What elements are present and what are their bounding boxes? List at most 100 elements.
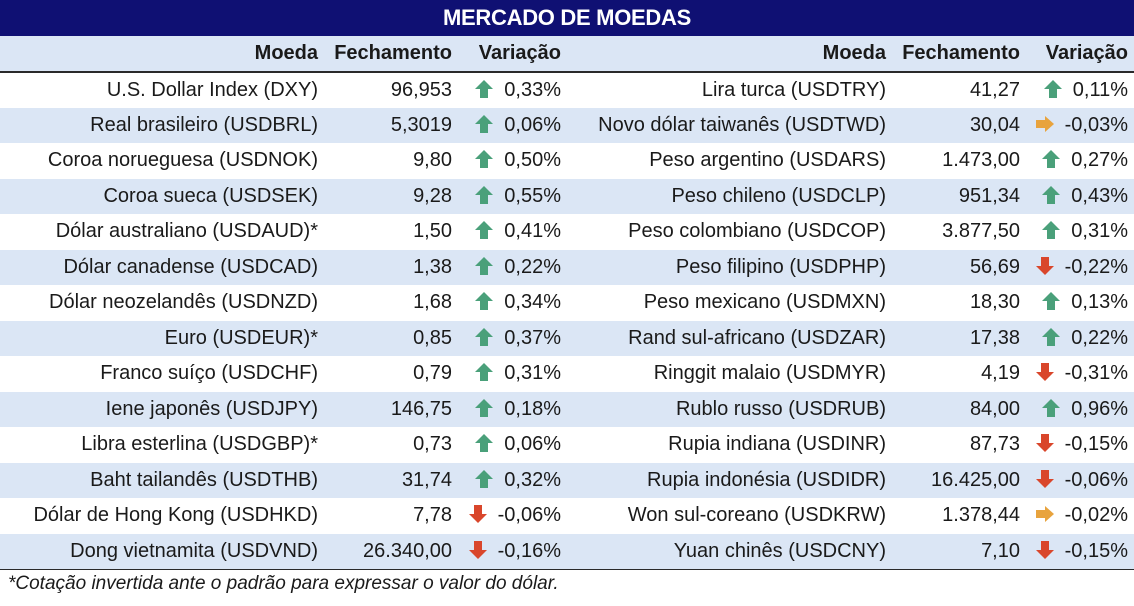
currency-name: Peso filipino (USDPHP) (675, 255, 886, 278)
closing-value: 30,04 (969, 113, 1020, 136)
variation-cell: 0,13% (1032, 285, 1134, 321)
arrow-up-icon (1041, 291, 1061, 311)
footnote: *Cotação invertida ante o padrão para ex… (8, 573, 559, 594)
currency-name: Ringgit malaio (USDMYR) (653, 362, 886, 385)
arrow-up-icon (474, 256, 494, 276)
variation-value: 0,32% (504, 468, 561, 491)
arrow-up-icon (474, 327, 494, 347)
variation-value: 0,41% (504, 220, 561, 243)
variation-value: 0,34% (504, 291, 561, 314)
header-moeda-left: Moeda (0, 36, 330, 73)
closing-value: 1,38 (413, 255, 452, 278)
arrow-down-icon (1035, 540, 1055, 560)
variation-value: 0,33% (504, 78, 561, 101)
arrow-up-icon (474, 185, 494, 205)
arrow-up-icon (474, 398, 494, 418)
closing-value: 9,80 (413, 149, 452, 172)
table-row: Euro (USDEUR)* 0,85 0,37% Rand sul-africano… (0, 320, 1134, 357)
variation-cell: 0,31% (464, 356, 567, 392)
currency-name: Dólar australiano (USDAUD)* (55, 220, 318, 243)
variation-cell: 0,11% (1032, 72, 1134, 108)
currency-name: Coroa sueca (USDSEK) (103, 184, 318, 207)
currency-name: Peso chileno (USDCLP) (671, 184, 886, 207)
closing-value: 0,85 (413, 326, 452, 349)
arrow-up-icon (474, 469, 494, 489)
currency-name: Dólar canadense (USDCAD) (63, 255, 318, 278)
variation-value: 0,06% (504, 113, 561, 136)
arrow-up-icon (1041, 185, 1061, 205)
arrow-up-icon (474, 114, 494, 134)
arrow-down-icon (1035, 256, 1055, 276)
currency-name: Peso colombiano (USDCOP) (628, 220, 886, 243)
variation-value: -0,02% (1064, 504, 1128, 527)
arrow-up-icon (474, 79, 494, 99)
currency-name: Peso argentino (USDARS) (649, 149, 886, 172)
variation-cell: -0,22% (1032, 250, 1134, 286)
arrow-right-icon (1035, 114, 1055, 134)
currency-name: Yuan chinês (USDCNY) (567, 533, 898, 570)
variation-cell: 0,96% (1032, 392, 1134, 428)
header-moeda-right: Moeda (567, 36, 898, 73)
currency-name: Dong vietnamita (USDVND) (0, 533, 330, 570)
variation-value: -0,15% (1064, 433, 1128, 456)
currency-name: Rand sul-africano (USDZAR) (628, 326, 886, 349)
arrow-up-icon (474, 433, 494, 453)
arrow-up-icon (1041, 327, 1061, 347)
closing-value: 1,68 (413, 291, 452, 314)
currency-name: Baht tailandês (USDTHB) (90, 468, 318, 491)
arrow-up-icon (474, 220, 494, 240)
arrow-up-icon (1041, 149, 1061, 169)
closing-value: 0,73 (413, 433, 452, 456)
variation-cell: 0,06% (464, 108, 567, 144)
header-variacao-left: Variação (464, 36, 567, 73)
currency-name: Novo dólar taiwanês (USDTWD) (598, 113, 886, 136)
variation-cell: -0,06% (1032, 463, 1134, 499)
currency-name: Lira turca (USDTRY) (701, 78, 886, 101)
currency-table: Moeda Fechamento Variação Moeda Fechamen… (0, 36, 1134, 570)
variation-value: 0,06% (504, 433, 561, 456)
table-row: Dólar australiano (USDAUD)* 1,50 0,41% Peso… (0, 214, 1134, 250)
closing-value: 1,50 (413, 220, 452, 243)
arrow-up-icon (474, 149, 494, 169)
table-row: Dólar neozelandês (USDNZD) 1,68 0,34% Peso … (0, 285, 1134, 321)
arrow-right-icon (1035, 504, 1055, 524)
header-variacao-right: Variação (1032, 36, 1134, 73)
closing-value: 96,953 (390, 78, 452, 101)
closing-value: 951,34 (958, 184, 1020, 207)
variation-cell: -0,02% (1032, 498, 1134, 534)
variation-cell: 0,43% (1032, 179, 1134, 215)
arrow-down-icon (1035, 469, 1055, 489)
variation-value: -0,31% (1064, 362, 1128, 385)
closing-value: 41,27 (969, 78, 1020, 101)
variation-cell: -0,03% (1032, 108, 1134, 144)
currency-name: U.S. Dollar Index (DXY) (106, 78, 318, 101)
table-row: Dólar canadense (USDCAD) 1,38 0,22% Peso fi… (0, 249, 1134, 286)
variation-cell: 0,22% (1032, 321, 1134, 357)
variation-cell: 0,50% (464, 143, 567, 179)
closing-value: 16.425,00 (931, 468, 1020, 491)
table-row: Coroa sueca (USDSEK) 9,28 0,55% Peso chilen… (0, 178, 1134, 215)
variation-value: 0,50% (504, 149, 561, 172)
variation-value: 0,96% (1071, 397, 1128, 420)
table-row: Iene japonês (USDJPY) 146,75 0,18% Rublo ru… (0, 391, 1134, 428)
closing-value: 87,73 (969, 433, 1020, 456)
closing-value: 5,3019 (390, 113, 452, 136)
table-row: U.S. Dollar Index (DXY) 96,953 0,33% Lira t… (0, 72, 1134, 108)
arrow-down-icon (468, 540, 488, 560)
variation-value: 0,31% (504, 362, 561, 385)
currency-name: Dólar de Hong Kong (USDHKD) (33, 504, 318, 527)
closing-value: 7,10 (898, 533, 1032, 570)
table-row: Dólar de Hong Kong (USDHKD) 7,78 -0,06% Won… (0, 498, 1134, 534)
variation-cell: 0,31% (1032, 214, 1134, 250)
variation-cell: 0,27% (1032, 143, 1134, 179)
closing-value: 18,30 (969, 291, 1020, 314)
table-row: Baht tailandês (USDTHB) 31,74 0,32% Rupia i… (0, 462, 1134, 499)
closing-value: 4,19 (981, 362, 1020, 385)
closing-value: 146,75 (390, 397, 452, 420)
header-fechamento-left: Fechamento (330, 36, 464, 73)
header-row: Moeda Fechamento Variação Moeda Fechamen… (0, 36, 1134, 73)
variation-value: 0,27% (1071, 149, 1128, 172)
arrow-up-icon (474, 362, 494, 382)
arrow-up-icon (1041, 220, 1061, 240)
table-row: Real brasileiro (USDBRL) 5,3019 0,06% Novo … (0, 107, 1134, 144)
